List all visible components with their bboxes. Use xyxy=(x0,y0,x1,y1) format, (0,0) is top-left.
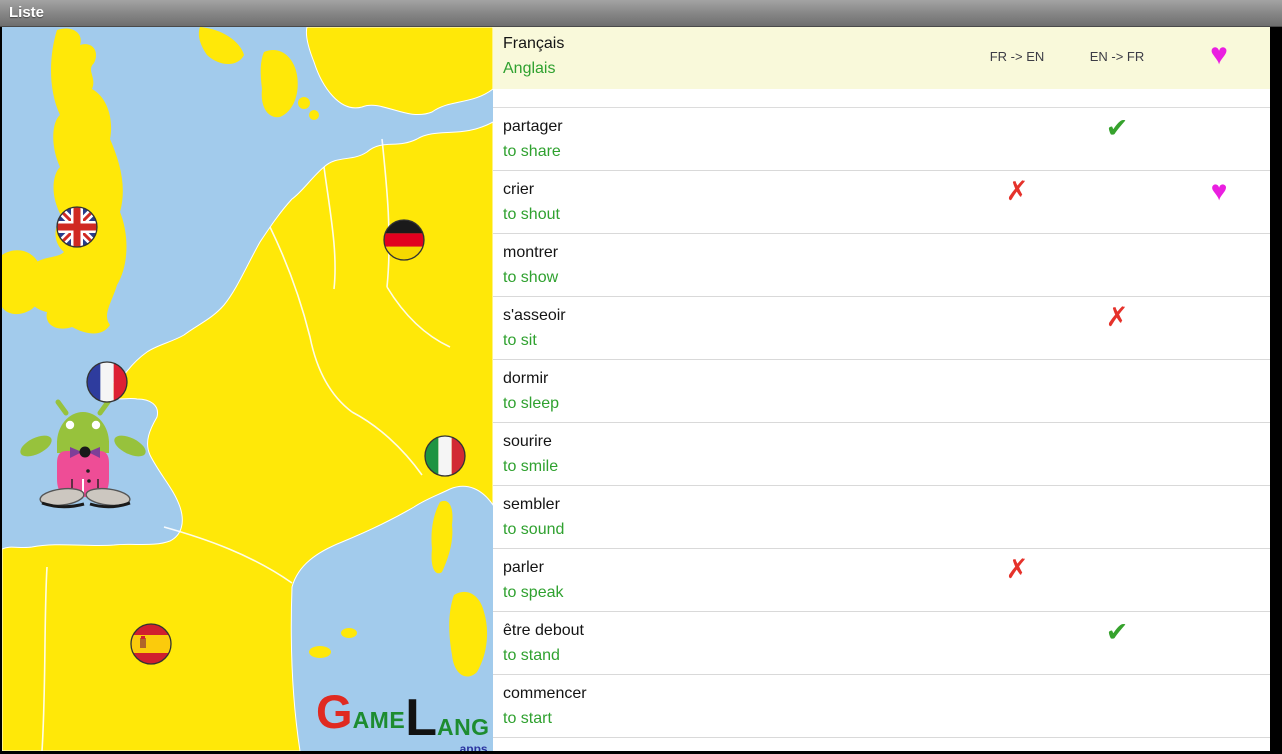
shoe-right xyxy=(85,487,131,507)
land-continent xyxy=(2,121,493,751)
land-balearic-island xyxy=(341,628,357,638)
list-item[interactable]: dormir to sleep xyxy=(493,360,1270,423)
logo-text-ame: AME xyxy=(352,707,406,733)
english-word: to speak xyxy=(503,584,564,601)
land-great-britain xyxy=(29,28,127,334)
spain-flag-icon xyxy=(131,624,171,664)
bow-tie-knot xyxy=(79,446,91,458)
word-list-panel: Français Anglais FR -> EN EN -> FR ♥ par… xyxy=(493,27,1270,751)
list-item[interactable]: crier to shout ✗ ♥ xyxy=(493,171,1270,234)
shoe-left xyxy=(39,487,85,507)
list-item[interactable]: sourire to smile xyxy=(493,423,1270,486)
source-language-label: Français xyxy=(503,35,565,52)
french-word: être debout xyxy=(503,622,584,639)
french-word: commencer xyxy=(503,685,587,702)
mascot-suit xyxy=(57,451,109,497)
list-item[interactable]: sembler to sound xyxy=(493,486,1270,549)
bow-tie xyxy=(88,447,100,458)
english-word: to sit xyxy=(503,332,537,349)
english-word: to shout xyxy=(503,206,560,223)
land-balearic-island xyxy=(309,646,331,658)
antenna-right xyxy=(97,399,111,416)
land-norway-tip xyxy=(198,27,244,64)
country-borders xyxy=(41,138,451,751)
list-item[interactable]: commencer to start xyxy=(493,675,1270,738)
english-word: to sleep xyxy=(503,395,560,412)
europe-map-image xyxy=(2,27,493,751)
fr-en-result-icon[interactable]: ✗ xyxy=(1005,176,1029,206)
europe-map: GAME LANG .apps xyxy=(2,27,493,754)
list-header: Français Anglais FR -> EN EN -> FR ♥ xyxy=(493,27,1270,89)
land-denmark xyxy=(260,49,298,118)
list-item[interactable]: parler to speak ✗ xyxy=(493,549,1270,612)
french-word: montrer xyxy=(503,244,559,261)
logo-text-ang: ANG xyxy=(436,714,490,740)
french-word: partager xyxy=(503,118,563,135)
en-fr-result-icon[interactable]: ✔ xyxy=(1105,617,1129,647)
android-mascot xyxy=(20,399,146,509)
french-word: crier xyxy=(503,181,535,198)
target-language-label: Anglais xyxy=(503,60,556,77)
land-corsica xyxy=(431,500,453,574)
english-word: to share xyxy=(503,143,561,160)
french-word: s'asseoir xyxy=(503,307,566,324)
uk-flag-icon xyxy=(57,207,97,247)
bow-tie xyxy=(70,447,82,458)
screen-frame-bottom xyxy=(0,751,1282,754)
land-scandinavia xyxy=(305,27,493,116)
french-word: sourire xyxy=(503,433,552,450)
english-word: to smile xyxy=(503,458,559,475)
gamelang-logo: GAME LANG .apps xyxy=(316,685,490,754)
title-bar: Liste xyxy=(0,0,1282,27)
mascot-head xyxy=(57,412,109,443)
french-word: sembler xyxy=(503,496,560,513)
land-ireland xyxy=(2,250,43,315)
land-sardinia xyxy=(449,591,488,677)
list-item[interactable]: s'asseoir to sit ✗ xyxy=(493,297,1270,360)
logo-letter-l: L xyxy=(405,689,437,747)
word-list: partager to share ✔ crier to shout ✗ ♥ m… xyxy=(493,107,1270,738)
french-word: parler xyxy=(503,559,544,576)
english-word: to show xyxy=(503,269,559,286)
arm-right xyxy=(114,435,146,457)
land-island xyxy=(309,110,319,120)
favorites-heart-icon[interactable]: ♥ xyxy=(1210,38,1228,71)
logo-letter-g: G xyxy=(316,685,353,738)
english-word: to sound xyxy=(503,521,565,538)
fr-en-result-icon[interactable]: ✗ xyxy=(1005,554,1029,584)
en-fr-result-icon[interactable]: ✗ xyxy=(1105,302,1129,332)
suit-button xyxy=(86,469,90,473)
list-item[interactable]: partager to share ✔ xyxy=(493,108,1270,171)
mascot-eye-left xyxy=(65,420,75,430)
english-word: to stand xyxy=(503,647,560,664)
french-word: dormir xyxy=(503,370,549,387)
screen-frame-right xyxy=(1270,27,1282,754)
page-title: Liste xyxy=(9,4,45,21)
shoe-sole xyxy=(89,501,131,509)
shoe-sole xyxy=(41,501,85,509)
en-fr-result-icon[interactable]: ✔ xyxy=(1105,113,1129,143)
column-fr-en-label: FR -> EN xyxy=(989,49,1045,64)
mascot-eye-right xyxy=(91,420,101,430)
column-en-fr-label: EN -> FR xyxy=(1089,49,1145,64)
english-word: to start xyxy=(503,710,552,727)
favorite-heart-icon[interactable]: ♥ xyxy=(1210,175,1228,206)
arm-left xyxy=(20,435,52,457)
antenna-left xyxy=(55,399,69,416)
list-item[interactable]: être debout to stand ✔ xyxy=(493,612,1270,675)
land-island xyxy=(298,97,310,109)
suit-button xyxy=(87,479,91,483)
list-item[interactable]: montrer to show xyxy=(493,234,1270,297)
